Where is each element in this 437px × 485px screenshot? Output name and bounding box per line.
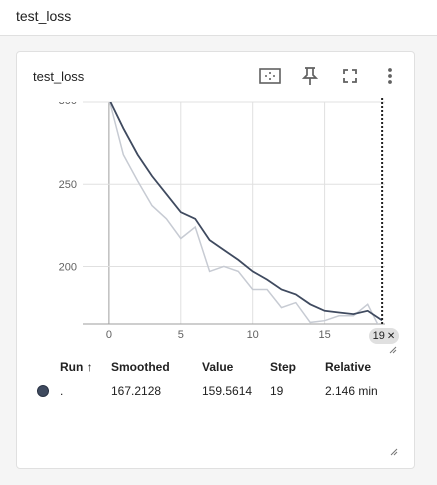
step-badge-close-icon[interactable]: ✕ — [386, 330, 396, 342]
header-step[interactable]: Step — [270, 360, 297, 374]
y-tick-label: 200 — [59, 261, 77, 273]
header-smoothed[interactable]: Smoothed — [111, 360, 170, 374]
more-vert-icon — [388, 68, 392, 84]
cell-step: 19 — [270, 384, 284, 398]
cell-value: 159.5614 — [202, 384, 253, 398]
step-badge-label: 19 — [372, 330, 385, 342]
line-chart[interactable]: 0 5 10 15 200 250 300 19 ✕ — [17, 98, 416, 358]
header-run[interactable]: Run ↑ — [60, 360, 93, 374]
cell-run: . — [60, 384, 64, 398]
cell-smoothed: 167.2128 — [111, 384, 162, 398]
x-tick-label: 5 — [178, 329, 184, 341]
fit-domain-icon — [259, 68, 281, 84]
section-header: test_loss — [0, 0, 437, 36]
table-row: . 167.2128 159.5614 19 2.146 min — [33, 382, 403, 400]
fullscreen-icon — [343, 69, 357, 83]
cell-relative: 2.146 min — [325, 384, 378, 398]
run-color-swatch — [37, 385, 49, 397]
header-value[interactable]: Value — [202, 360, 234, 374]
fullscreen-button[interactable] — [338, 64, 362, 88]
x-tick-label: 0 — [106, 329, 112, 341]
fit-domain-button[interactable] — [258, 64, 282, 88]
table-header: Run ↑ Smoothed Value Step Relative — [33, 358, 403, 376]
pin-icon — [302, 67, 318, 85]
card-resize-grip-icon[interactable] — [390, 448, 398, 456]
card-title: test_loss — [33, 69, 85, 84]
step-badge[interactable]: 19 ✕ — [369, 328, 399, 344]
y-tick-label: 250 — [59, 179, 77, 191]
section-title: test_loss — [16, 8, 72, 24]
chart-svg[interactable]: 0 5 10 15 200 250 300 — [17, 98, 416, 358]
pin-button[interactable] — [298, 64, 322, 88]
x-tick-label: 10 — [247, 329, 259, 341]
sort-arrow-icon: ↑ — [86, 360, 93, 374]
y-tick-label: 300 — [59, 98, 77, 107]
series-line-raw — [108, 102, 379, 324]
chart-resize-grip-icon[interactable] — [389, 346, 397, 354]
series-line-smoothed — [109, 102, 383, 322]
header-relative[interactable]: Relative — [325, 360, 372, 374]
more-options-button[interactable] — [378, 64, 402, 88]
chart-card: test_loss 0 5 10 15 200 250 300 19 ✕ — [16, 51, 415, 469]
x-tick-label: 15 — [318, 329, 330, 341]
